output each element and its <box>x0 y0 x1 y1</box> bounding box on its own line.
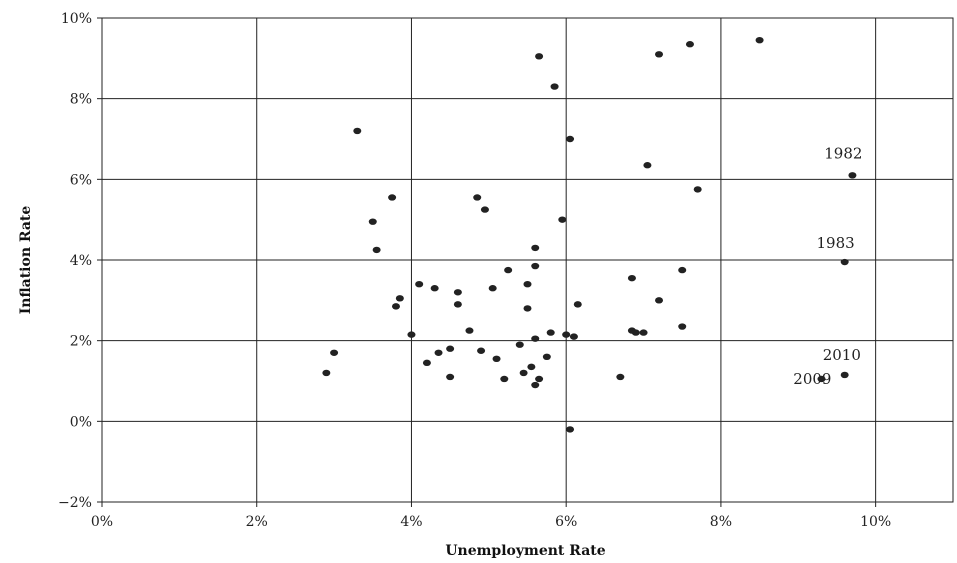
data-point <box>446 373 455 381</box>
data-point <box>573 301 582 308</box>
x-axis-title: Unemployment Rate <box>445 543 605 559</box>
data-point <box>569 333 578 340</box>
data-point <box>535 375 544 383</box>
data-point <box>430 285 439 292</box>
data-point <box>523 281 532 288</box>
data-point <box>353 127 362 135</box>
x-tick-label: 0% <box>91 514 113 530</box>
data-point <box>523 305 532 312</box>
y-tick-label: 10% <box>61 11 92 27</box>
data-point <box>368 218 377 225</box>
grid-lines <box>102 18 953 502</box>
data-point <box>492 355 501 363</box>
data-point <box>558 216 567 223</box>
annotation-label: 1982 <box>824 144 862 162</box>
data-point <box>542 353 551 360</box>
data-point <box>322 369 331 377</box>
data-point <box>519 369 528 377</box>
y-tick-label: 0% <box>70 414 92 430</box>
annotations: 1982 1983 2010 2009 <box>793 144 862 388</box>
y-tick-label: 6% <box>70 172 92 188</box>
data-point <box>678 266 687 274</box>
data-point <box>639 329 648 336</box>
data-point <box>643 162 652 169</box>
data-point <box>566 135 575 143</box>
data-point <box>817 375 826 383</box>
tick-labels: 0% 2% 4% 6% 8% 10% −2% 0% 2% 4% 6% 8% 10% <box>58 11 891 530</box>
y-tick-label: −2% <box>58 495 92 511</box>
data-point <box>531 381 540 389</box>
data-points <box>322 36 857 433</box>
data-point <box>616 373 625 381</box>
data-point <box>627 274 636 282</box>
x-tick-label: 8% <box>710 514 732 530</box>
data-point <box>527 363 536 371</box>
data-point <box>422 359 431 367</box>
data-point <box>500 375 509 383</box>
x-tick-label: 6% <box>555 514 577 530</box>
y-axis-title: Inflation Rate <box>18 206 34 315</box>
data-point <box>531 262 540 270</box>
data-point <box>546 329 555 336</box>
data-point <box>407 331 416 338</box>
data-point <box>755 36 764 44</box>
data-point <box>678 323 687 330</box>
x-tick-label: 2% <box>246 514 268 530</box>
y-tick-label: 4% <box>70 253 92 269</box>
data-point <box>840 371 849 379</box>
data-point <box>465 327 474 334</box>
data-point <box>480 206 489 213</box>
data-point <box>415 281 424 288</box>
data-point <box>395 295 404 302</box>
data-point <box>535 53 544 60</box>
data-point <box>446 345 455 352</box>
data-point <box>515 341 524 348</box>
data-point <box>434 349 443 356</box>
data-point <box>550 83 559 90</box>
data-point <box>631 329 640 336</box>
data-point <box>848 172 857 179</box>
data-point <box>330 349 339 356</box>
data-point <box>453 301 462 308</box>
data-point <box>473 194 482 201</box>
x-tick-label: 10% <box>860 514 891 530</box>
annotation-label: 2009 <box>793 370 831 388</box>
y-tick-label: 2% <box>70 334 92 350</box>
data-point <box>531 335 540 342</box>
data-point <box>693 186 702 193</box>
data-point <box>685 41 694 48</box>
data-point <box>655 297 664 304</box>
data-point <box>391 303 400 310</box>
data-point <box>453 289 462 296</box>
data-point <box>562 331 571 338</box>
data-point <box>477 347 486 354</box>
data-point <box>655 51 664 58</box>
data-point <box>531 244 540 252</box>
data-point <box>372 246 381 254</box>
data-point <box>388 194 397 201</box>
annotation-label: 1983 <box>817 234 855 252</box>
annotation-label: 2010 <box>823 346 861 364</box>
x-tick-label: 4% <box>400 514 422 530</box>
data-point <box>840 258 849 266</box>
y-tick-label: 8% <box>70 92 92 108</box>
data-point <box>566 426 575 433</box>
data-point <box>504 266 513 274</box>
data-point <box>488 285 497 292</box>
